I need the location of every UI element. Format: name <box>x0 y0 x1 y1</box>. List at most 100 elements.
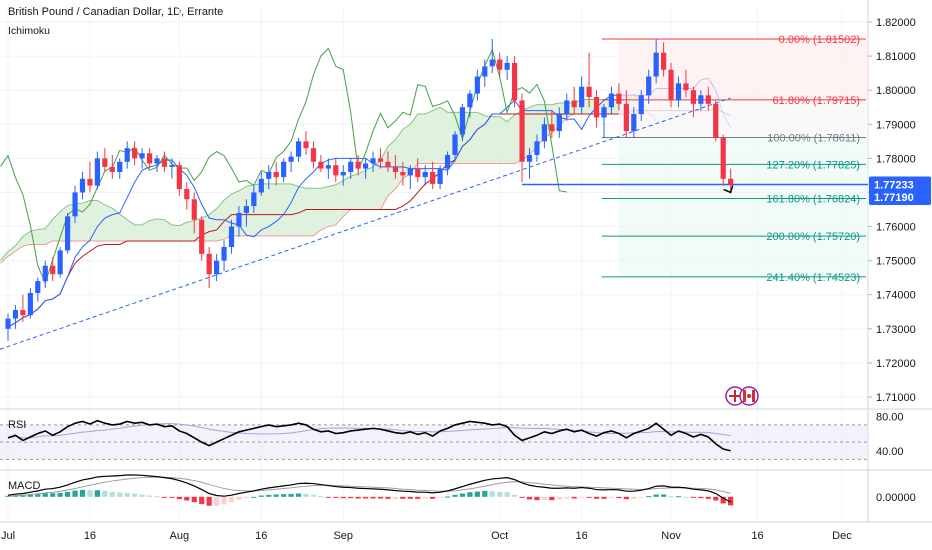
macd-histogram-bar <box>527 497 532 500</box>
macd-histogram-bar <box>661 495 666 497</box>
price-tick-label: 1.72000 <box>876 358 916 370</box>
macd-histogram-bar <box>624 497 629 499</box>
candle-body <box>20 310 25 315</box>
macd-histogram-bar <box>296 494 301 497</box>
rsi-pane[interactable]: RSI 80.00 40.00 <box>0 411 904 459</box>
macd-label: MACD <box>8 480 40 492</box>
time-tick-label: Jul <box>1 530 15 542</box>
macd-histogram-bar <box>676 496 681 497</box>
candle-body <box>728 179 733 185</box>
macd-histogram-bar <box>616 497 621 498</box>
currency-flags-icon[interactable] <box>726 387 758 405</box>
time-tick-label: Aug <box>170 530 190 542</box>
macd-histogram-bar <box>505 492 510 497</box>
macd-histogram-bar <box>348 497 353 498</box>
candle-body <box>579 87 584 107</box>
macd-histogram-bar <box>579 497 584 498</box>
macd-histogram-bar <box>259 496 264 497</box>
candle-body <box>639 95 644 114</box>
candle-body <box>102 158 107 167</box>
cad-flag-leaf <box>747 394 751 398</box>
macd-histogram-bar <box>423 497 428 499</box>
candle-body <box>475 77 480 94</box>
candle-body <box>527 155 532 162</box>
candle-body <box>58 250 63 274</box>
macd-histogram-bar <box>393 497 398 499</box>
macd-histogram-bar <box>445 496 450 497</box>
candle-body <box>199 220 204 254</box>
macd-histogram-bar <box>706 497 711 499</box>
macd-histogram-bar <box>564 497 569 499</box>
candle-body <box>80 179 85 193</box>
candle-body <box>505 63 510 70</box>
candle-body <box>251 192 256 206</box>
macd-histogram-bar <box>199 497 204 504</box>
macd-histogram-bar <box>192 497 197 502</box>
candle-body <box>557 114 562 131</box>
macd-histogram-bar <box>244 497 249 498</box>
candle-body <box>654 53 659 77</box>
macd-histogram-bar <box>95 490 100 497</box>
candle-body <box>438 169 443 184</box>
fib-level-label: 100.00% (1.78611) <box>767 133 860 145</box>
macd-histogram-bar <box>482 491 487 497</box>
candle-body <box>713 104 718 138</box>
macd-histogram-bar <box>50 493 55 497</box>
macd-histogram-bar <box>713 497 718 501</box>
candle-body <box>587 87 592 97</box>
macd-histogram-bar <box>177 497 182 499</box>
candle-body <box>333 165 338 175</box>
chart-canvas[interactable]: 0.00% (1.81502) 61.80% (1.79715) 100.00% (… <box>0 0 932 550</box>
macd-histogram-bar <box>333 497 338 498</box>
time-tick-label: Oct <box>491 530 508 542</box>
macd-histogram-bar <box>303 494 308 497</box>
candle-body <box>348 162 353 172</box>
price-badges: 1.772331.77190 <box>869 177 931 205</box>
macd-histogram-bar <box>549 497 554 500</box>
macd-histogram-bar <box>318 496 323 497</box>
candle-body <box>177 165 182 189</box>
candle-body <box>117 162 122 172</box>
candle-body <box>110 167 115 172</box>
macd-histogram-bar <box>683 497 688 498</box>
candle-body <box>13 310 18 319</box>
fib-level-label: 61.80% (1.79715) <box>773 95 860 107</box>
candle-body <box>385 162 390 167</box>
macd-histogram-bar <box>475 492 480 497</box>
macd-histogram-bar <box>370 497 375 499</box>
candle-body <box>289 157 294 162</box>
candle-body <box>668 70 673 101</box>
candle-body <box>542 124 547 141</box>
candle-body <box>467 94 472 108</box>
time-tick-label: Sep <box>333 530 353 542</box>
time-axis[interactable]: Jul 16 Aug 16 Sep Oct 16 Nov 16 Dec <box>1 530 852 542</box>
candle-body <box>646 77 651 96</box>
price-axis[interactable]: 1.820001.810001.800001.790001.780001.770… <box>868 17 916 404</box>
time-tick-label: 16 <box>576 530 588 542</box>
macd-pane[interactable]: MACD 0.00000 <box>5 475 915 506</box>
macd-histogram-bar <box>125 493 130 497</box>
candle-body <box>318 162 323 169</box>
candle-body <box>549 124 554 131</box>
macd-histogram-bar <box>162 497 167 498</box>
candle-body <box>28 293 33 315</box>
candle-body <box>72 192 77 216</box>
candle-body <box>311 148 316 162</box>
rsi-label: RSI <box>8 419 26 431</box>
macd-histogram-bar <box>430 497 435 499</box>
macd-histogram-bar <box>184 497 189 501</box>
candle-body <box>370 158 375 163</box>
fibonacci-extension[interactable]: 0.00% (1.81502) 61.80% (1.79715) 100.00% (… <box>522 34 868 284</box>
macd-histogram-bar <box>460 494 465 497</box>
macd-histogram-bar <box>207 497 212 506</box>
macd-histogram-bar <box>534 497 539 500</box>
fib-level-label: 0.00% (1.81502) <box>779 34 860 46</box>
price-badge-label: 1.77190 <box>874 192 914 204</box>
macd-histogram-bar <box>639 497 644 498</box>
candle-body <box>415 169 420 178</box>
rsi-tick-label: 80.00 <box>876 411 904 423</box>
candle-body <box>601 107 606 117</box>
candle-body <box>274 172 279 177</box>
candle-body <box>482 66 487 76</box>
macd-histogram-bar <box>110 492 115 497</box>
